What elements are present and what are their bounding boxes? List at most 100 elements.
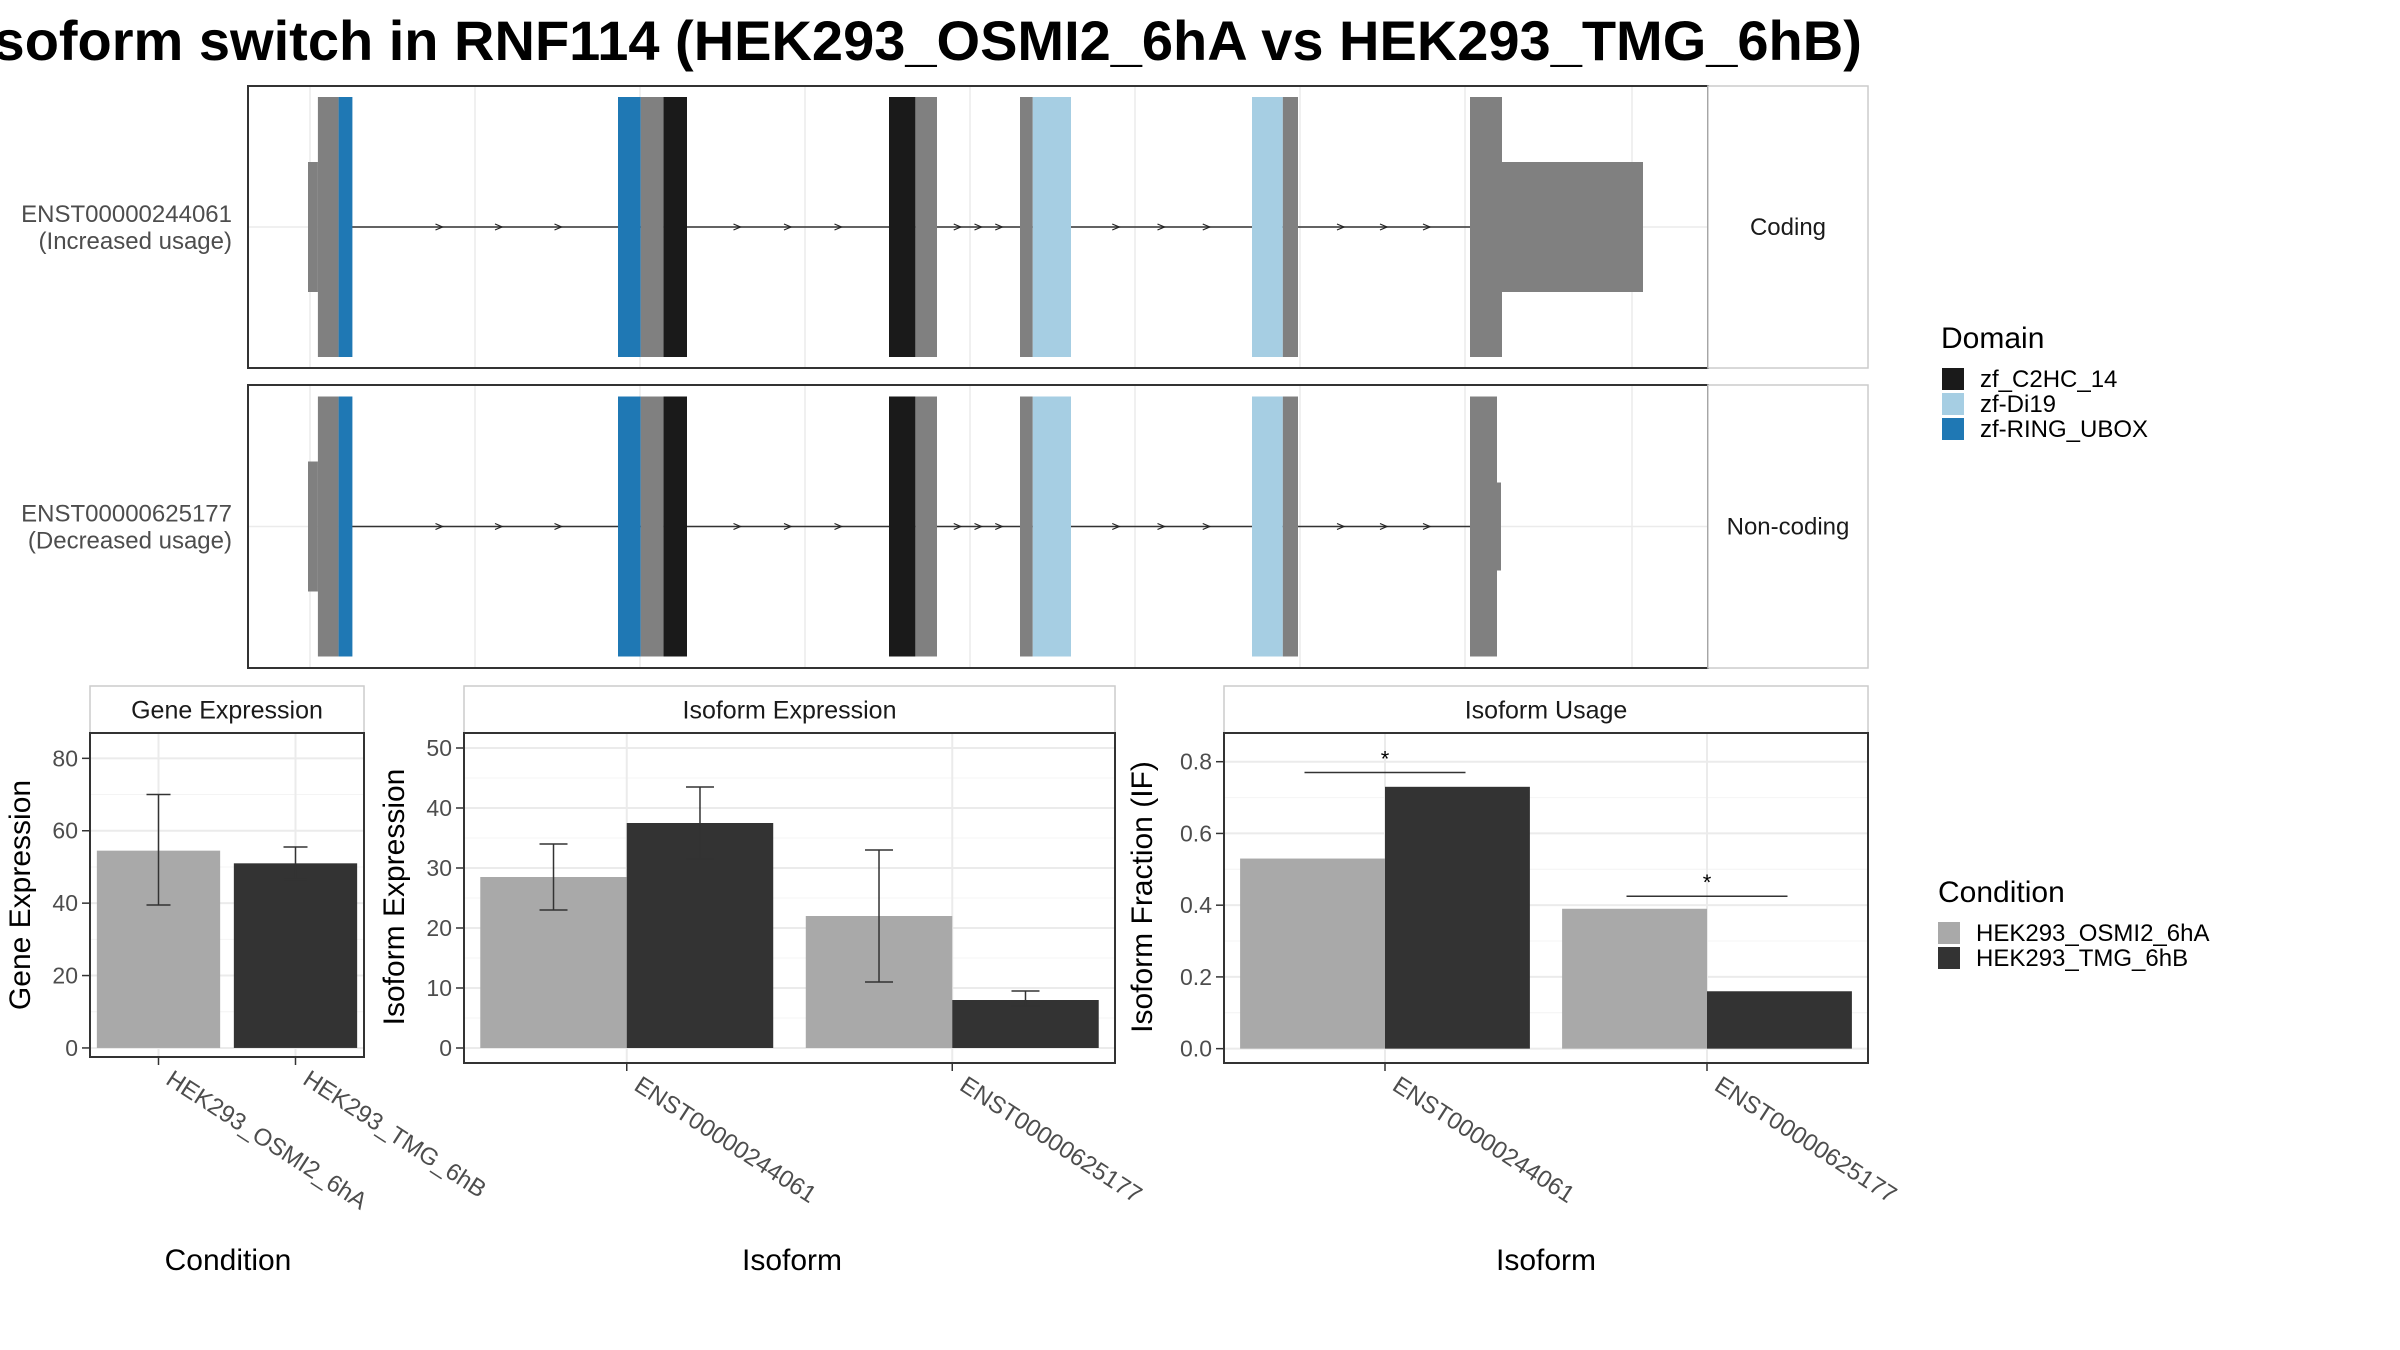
bar (626, 823, 774, 1048)
significance-star: * (1381, 746, 1390, 771)
legend-swatch (1942, 368, 1964, 390)
significance-star: * (1703, 870, 1712, 895)
exon (915, 396, 937, 657)
x-axis-title: Isoform (742, 1244, 842, 1277)
y-tick-label: 60 (52, 818, 78, 844)
bar (1562, 908, 1707, 1049)
intron-arrow (554, 223, 564, 231)
domain-zf_C2HC_14 (889, 97, 916, 357)
facet-label: Non-coding (1727, 514, 1850, 541)
domain-zf-RING_UBOX (618, 97, 641, 357)
y-tick-label: 0 (65, 1035, 78, 1061)
exon (640, 396, 664, 657)
legend-label: zf-Di19 (1980, 391, 2056, 418)
intron-arrow (1202, 522, 1212, 531)
y-tick-label: 50 (426, 735, 452, 761)
exon (1470, 396, 1497, 657)
domain-zf-RING_UBOX (338, 97, 353, 357)
intron-arrow (783, 223, 793, 231)
exon (640, 97, 664, 357)
bar (233, 863, 358, 1048)
y-tick-label: 10 (426, 975, 452, 1001)
intron-arrow (435, 223, 445, 231)
intron-arrow (1157, 223, 1167, 231)
legend-label: zf-RING_UBOX (1980, 416, 2148, 443)
intron-arrow (1422, 223, 1432, 231)
domain-zf-Di19 (1032, 396, 1071, 657)
domain-zf-Di19 (1032, 97, 1071, 357)
domain-zf_C2HC_14 (663, 396, 687, 657)
y-tick-label: 20 (426, 915, 452, 941)
exon (1020, 97, 1033, 357)
transcript-usage: (Increased usage) (39, 228, 232, 255)
intron-arrow (995, 223, 1004, 231)
exon (1020, 396, 1033, 657)
exon (308, 461, 318, 592)
intron-arrow (1336, 522, 1346, 531)
x-axis-title: Condition (165, 1244, 292, 1277)
intron-arrow (733, 522, 743, 531)
exon (1282, 396, 1298, 657)
bar (1240, 858, 1385, 1049)
exon (1282, 97, 1298, 357)
domain-zf-Di19 (1252, 97, 1283, 357)
y-tick-label: 0.2 (1180, 964, 1212, 990)
x-tick-label: ENST00000625177 (955, 1071, 1147, 1208)
y-tick-label: 0 (439, 1035, 452, 1061)
exon-utr (1497, 482, 1501, 571)
domain-zf_C2HC_14 (889, 396, 916, 657)
exon (1470, 97, 1502, 357)
x-tick-label: ENST00000625177 (1710, 1071, 1902, 1208)
exon (317, 97, 339, 357)
facet-strip (89, 685, 365, 734)
x-axis-title: Isoform (1496, 1244, 1596, 1277)
panel-border (89, 732, 365, 1058)
y-tick-label: 40 (426, 795, 452, 821)
legend-title: Domain (1941, 322, 2044, 355)
intron-arrow (494, 522, 504, 531)
y-tick-label: 0.4 (1180, 892, 1212, 918)
intron-arrow (834, 223, 844, 231)
facet-strip (1707, 384, 1869, 669)
exon-utr (1502, 162, 1643, 292)
legend-swatch (1938, 947, 1960, 969)
legend-swatch (1938, 922, 1960, 944)
y-axis-title: Isoform Expression (378, 769, 411, 1026)
facet-strip (1223, 685, 1869, 734)
intron-arrow (1422, 522, 1432, 531)
intron-arrow (1157, 522, 1167, 531)
exon (317, 396, 339, 657)
y-tick-label: 40 (52, 890, 78, 916)
exon (915, 97, 937, 357)
intron-arrow (1112, 223, 1121, 231)
y-tick-label: 0.6 (1180, 820, 1212, 846)
facet-label: Isoform Usage (1465, 697, 1628, 725)
y-tick-label: 0.8 (1180, 749, 1212, 775)
bar (1385, 786, 1530, 1049)
intron-arrow (733, 223, 743, 231)
transcript-id: ENST00000625177 (21, 501, 232, 528)
intron-arrow (995, 522, 1004, 531)
bar (952, 1000, 1099, 1048)
intron-arrow (1379, 223, 1389, 231)
legend-label: zf_C2HC_14 (1980, 366, 2117, 393)
x-tick-label: ENST00000244061 (629, 1071, 821, 1208)
legend-swatch (1942, 393, 1964, 415)
y-tick-label: 0.0 (1180, 1036, 1212, 1062)
facet-label: Isoform Expression (683, 697, 897, 725)
intron-arrow (834, 522, 844, 531)
domain-zf-RING_UBOX (618, 396, 641, 657)
intron-arrow (783, 522, 793, 531)
legend-label: HEK293_TMG_6hB (1976, 945, 2188, 972)
y-tick-label: 80 (52, 745, 78, 771)
transcript-id: ENST00000244061 (21, 201, 232, 228)
facet-label: Coding (1750, 214, 1826, 241)
intron-arrow (1379, 522, 1389, 531)
intron-arrow (1112, 522, 1121, 531)
y-axis-title: Isoform Fraction (IF) (1126, 761, 1159, 1033)
y-axis-title: Gene Expression (4, 780, 37, 1010)
exon (308, 162, 318, 292)
transcript-usage: (Decreased usage) (28, 528, 232, 555)
intron-arrow (953, 522, 963, 531)
